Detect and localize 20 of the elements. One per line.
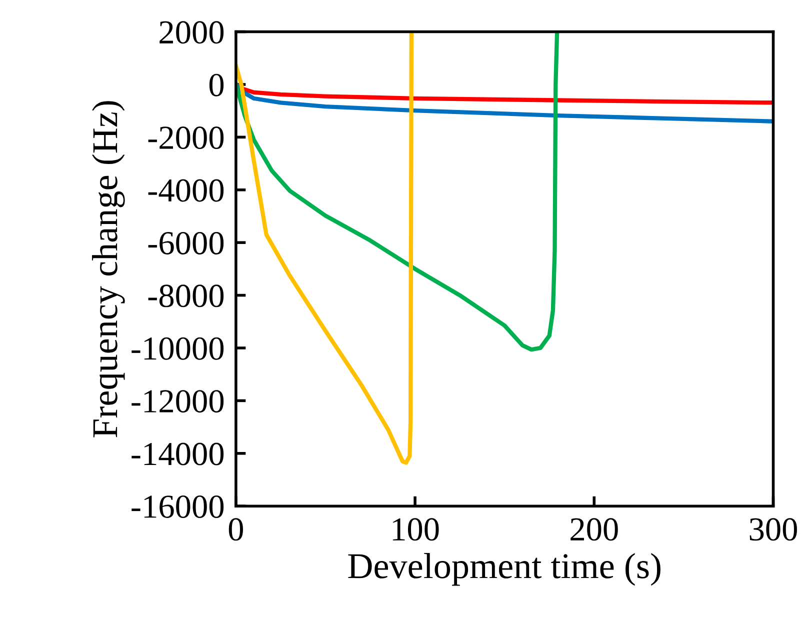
line-series <box>236 82 774 124</box>
x-tick-label: 200 <box>570 518 618 541</box>
line-series <box>236 32 414 465</box>
line-series <box>236 32 560 352</box>
y-tick-label: -6000 <box>148 232 224 254</box>
y-tick-label: -10000 <box>132 337 224 360</box>
y-axis-title: Frequency change (Hz) <box>92 101 125 438</box>
line-series <box>236 82 774 105</box>
y-tick-label: -2000 <box>148 126 224 150</box>
y-tick-label: 2000 <box>160 21 224 44</box>
x-tick-label: 0 <box>228 518 243 541</box>
y-tick-label: -14000 <box>132 442 224 466</box>
y-tick-label: -8000 <box>148 284 224 308</box>
y-tick-label: -16000 <box>132 495 224 518</box>
y-tick-label: -4000 <box>148 179 224 202</box>
x-tick-label: 300 <box>750 518 797 541</box>
x-axis-title: Development time (s) <box>348 552 660 586</box>
y-tick-label: -12000 <box>132 390 224 413</box>
y-tick-label: 0 <box>209 74 224 96</box>
x-tick-label: 100 <box>392 518 439 541</box>
